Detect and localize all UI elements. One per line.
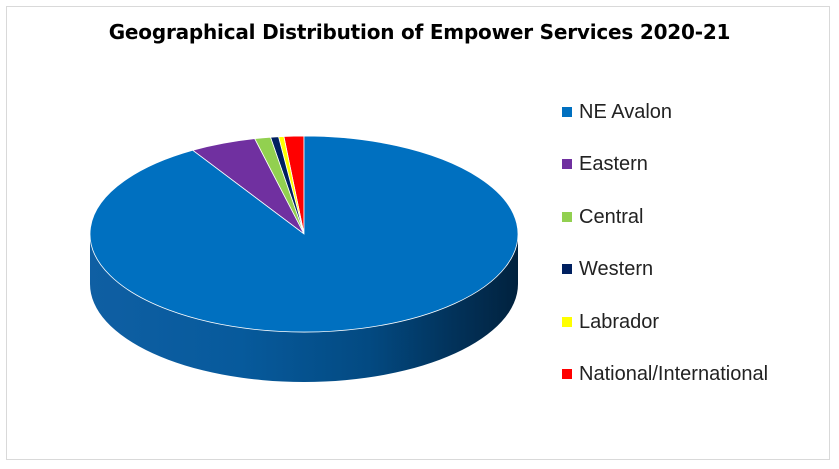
legend-label: Eastern <box>579 153 648 176</box>
legend-label: Western <box>579 258 654 281</box>
legend-item: Labrador <box>562 309 768 361</box>
chart-legend: NE Avalon Eastern Central Western Labrador Na… <box>562 99 768 413</box>
legend-swatch <box>562 316 572 327</box>
legend-swatch <box>562 107 572 117</box>
chart-title: Geographical Distribution of Empower Ser… <box>108 20 731 44</box>
legend-item: NE Avalon <box>562 99 768 151</box>
pie-side <box>90 234 518 382</box>
legend-item: Western <box>562 256 768 308</box>
legend-label: NE Avalon <box>579 101 673 123</box>
legend-swatch <box>562 264 572 275</box>
legend-label: National/International <box>579 362 769 385</box>
legend-label: Labrador <box>579 310 660 333</box>
legend-swatch <box>562 159 572 170</box>
pie-slices <box>89 135 519 333</box>
legend-label: Central <box>579 205 644 228</box>
pie-side-wall <box>90 234 518 382</box>
legend-swatch <box>562 211 572 222</box>
legend-item: National/International <box>562 361 768 413</box>
legend-item: Central <box>562 204 768 256</box>
legend-swatch <box>562 368 572 379</box>
pie-slice-ne-avalon <box>89 135 519 333</box>
legend-item: Eastern <box>562 151 768 203</box>
